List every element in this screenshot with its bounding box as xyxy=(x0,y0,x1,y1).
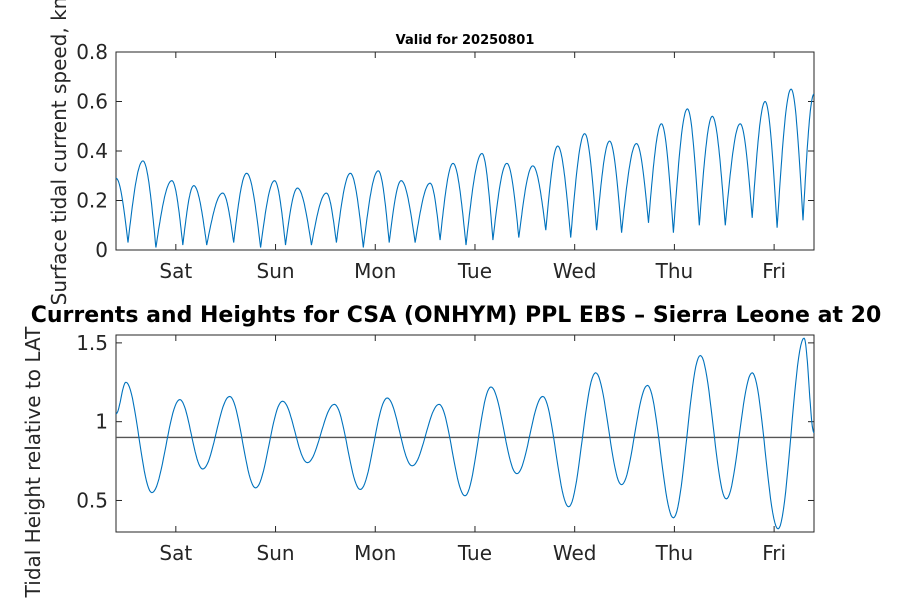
current-speed-x-tick-label-thu: Thu xyxy=(655,259,694,283)
current-speed-chart-title: Valid for 20250801 xyxy=(396,33,535,48)
tidal-height-x-tick-label-fri: Fri xyxy=(762,541,786,565)
tidal-height-y-tick-label: 1.5 xyxy=(76,331,108,355)
tidal-height-y-axis-label: Tidal Height relative to LAT xyxy=(21,326,45,598)
current-speed-x-tick-label-fri: Fri xyxy=(762,259,786,283)
tidal-height-y-tick-label: 0.5 xyxy=(76,488,108,512)
current-speed-y-ticks: 0 0.2 0.4 0.6 0.8 xyxy=(76,40,814,262)
tidal-height-x-tick-label-mon: Mon xyxy=(354,541,396,565)
current-speed-y-tick-label: 0.4 xyxy=(76,139,108,163)
current-speed-panel: Valid for 20250801 Surface tidal current… xyxy=(47,0,815,305)
figure-main-title: Currents and Heights for CSA (ONHYM) PPL… xyxy=(31,303,882,328)
current-speed-x-tick-label-wed: Wed xyxy=(553,259,597,283)
current-speed-x-tick-label-sat: Sat xyxy=(159,259,192,283)
tidal-height-axes-box xyxy=(115,334,815,533)
current-speed-y-tick-label: 0.2 xyxy=(76,189,108,213)
current-speed-x-tick-label-mon: Mon xyxy=(354,259,396,283)
current-speed-series-line xyxy=(115,88,815,248)
tidal-height-x-tick-label-tue: Tue xyxy=(457,541,492,565)
current-speed-y-axis-label: Surface tidal current speed, kn xyxy=(47,0,71,305)
current-speed-axes-box xyxy=(115,51,815,251)
current-speed-x-tick-label-sun: Sun xyxy=(257,259,295,283)
tidal-height-series-line xyxy=(115,337,815,530)
current-speed-x-ticks: Sat Sun Mon Tue Wed Thu Fri xyxy=(159,52,786,283)
current-speed-x-tick-label-tue: Tue xyxy=(457,259,492,283)
tidal-height-x-ticks: Sat Sun Mon Tue Wed Thu Fri xyxy=(159,335,786,565)
tidal-height-panel: Tidal Height relative to LAT 0.5 1 1.5 Sat… xyxy=(21,326,815,598)
tidal-height-x-tick-label-thu: Thu xyxy=(655,541,694,565)
tidal-height-y-tick-label: 1 xyxy=(95,410,108,434)
tidal-height-x-tick-label-wed: Wed xyxy=(553,541,597,565)
current-speed-y-tick-label: 0 xyxy=(95,238,108,262)
current-speed-y-tick-label: 0.6 xyxy=(76,90,108,114)
tidal-height-x-tick-label-sun: Sun xyxy=(257,541,295,565)
tidal-height-x-tick-label-sat: Sat xyxy=(159,541,192,565)
tidal-height-y-ticks: 0.5 1 1.5 xyxy=(76,331,814,512)
current-speed-y-tick-label: 0.8 xyxy=(76,40,108,64)
